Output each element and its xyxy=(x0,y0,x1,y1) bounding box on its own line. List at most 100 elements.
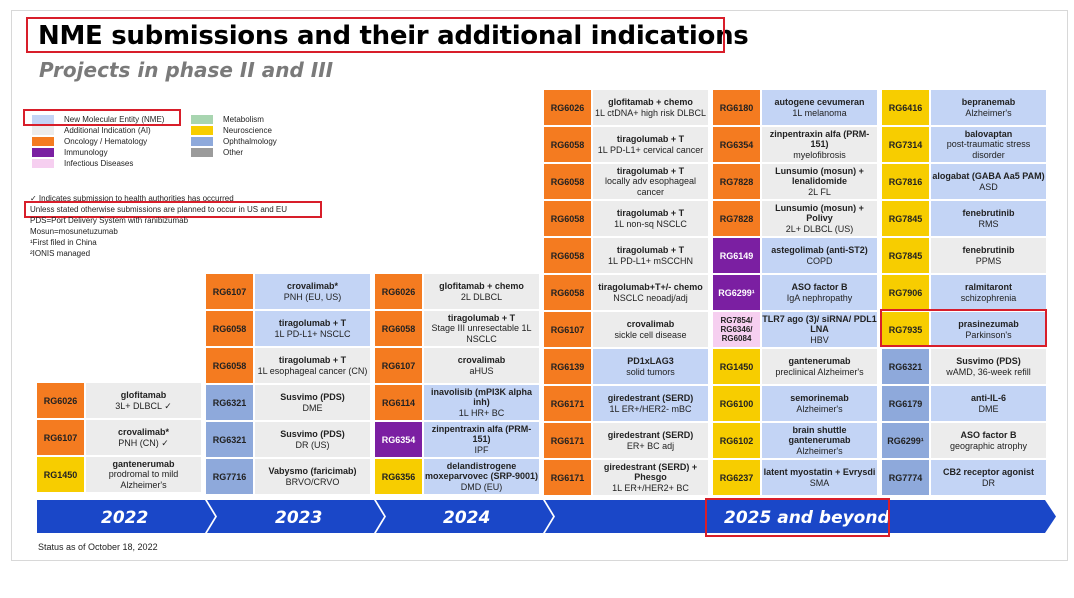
pipeline-entry: RG1450 gantenerumab preclinical Alzheimer'… xyxy=(713,349,877,384)
compound-name: Lunsumio (mosun) + lenalidomide xyxy=(775,165,864,187)
legend-label-ophthalmology: Ophthalmology xyxy=(223,137,277,146)
column-2024: RG6026 glofitamab + chemo 2L DLBCL RG6058 ti… xyxy=(375,274,539,494)
pipeline-entry: RG6026 glofitamab + chemo 1L ctDNA+ high r… xyxy=(544,90,708,125)
compound-name: crovalimab* xyxy=(117,427,170,437)
compound-description: semorinemab Alzheimer's xyxy=(762,386,877,421)
compound-name: glofitamab xyxy=(120,390,167,400)
pipeline-entry: RG6299¹ ASO factor B IgA nephropathy xyxy=(713,275,877,310)
compound-name: inavolisib (mPI3K alpha inh) xyxy=(430,386,533,408)
pipeline-entry: RG6179 anti-IL-6 DME xyxy=(882,386,1046,421)
compound-name: gantenerumab xyxy=(112,458,175,469)
indication-text: aHUS xyxy=(469,365,494,376)
pipeline-entry: RG6356 delandistrogene moxeparvovec (SRP-… xyxy=(375,459,539,494)
compound-code: RG6139 xyxy=(544,349,591,384)
compound-name: zinpentraxin alfa (PRM-151) xyxy=(431,423,532,445)
compound-description: glofitamab + chemo 1L ctDNA+ high risk DL… xyxy=(593,90,708,125)
compound-description: balovaptan post-traumatic stress disorder xyxy=(931,127,1046,162)
note-china: ¹First filed in China xyxy=(30,238,97,247)
pipeline-entry: RG6026 glofitamab + chemo 2L DLBCL xyxy=(375,274,539,309)
compound-name: tiragolumab+T+/- chemo xyxy=(598,282,703,292)
pipeline-entry: RG6180 autogene cevumeran 1L melanoma xyxy=(713,90,877,125)
indication-text: NSCLC neoadj/adj xyxy=(613,292,688,303)
indication-text: PPMS xyxy=(975,255,1002,266)
pipeline-entry: RG6058 tiragolumab+T+/- chemo NSCLC neoadj… xyxy=(544,275,708,310)
indication-text: 1L PD-L1+ mSCCHN xyxy=(608,255,693,266)
year-2025-highlight-box xyxy=(705,498,890,537)
compound-code: RG7816 xyxy=(882,164,929,199)
compound-description: tiragolumab + T 1L PD-L1+ mSCCHN xyxy=(593,238,708,273)
compound-code: RG6321 xyxy=(206,422,253,457)
compound-description: Susvimo (PDS) DR (US) xyxy=(255,422,370,457)
column-2025-oncology: RG6026 glofitamab + chemo 1L ctDNA+ high r… xyxy=(544,90,708,495)
compound-description: prasinezumab Parkinson's xyxy=(931,312,1046,347)
indication-text: Alzheimer's xyxy=(796,445,843,456)
compound-name: Lunsumio (mosun) + Polivy xyxy=(775,202,864,224)
note-unless: Unless stated otherwise submissions are … xyxy=(30,205,288,214)
indication-text: 1L esophageal cancer (CN) xyxy=(257,365,368,376)
compound-description: crovalimab aHUS xyxy=(424,348,539,383)
timeline-arrow-2025 xyxy=(545,500,1056,533)
compound-code: RG6058 xyxy=(544,275,591,310)
compound-name: fenebrutinib xyxy=(962,245,1015,255)
compound-description: bepranemab Alzheimer's xyxy=(931,90,1046,125)
compound-description: latent myostatin + Evrysdi SMA xyxy=(762,460,877,495)
compound-code: RG6107 xyxy=(375,348,422,383)
pipeline-entry: RG1450 gantenerumab prodromal to mild Alzh… xyxy=(37,457,201,492)
indication-text: SMA xyxy=(809,477,830,488)
pipeline-entry: RG6058 tiragolumab + T 1L PD-L1+ mSCCHN xyxy=(544,238,708,273)
pipeline-entry: RG6100 semorinemab Alzheimer's xyxy=(713,386,877,421)
indication-text: Parkinson's xyxy=(965,329,1012,340)
indication-text: HBV xyxy=(810,334,829,345)
page-title: NME submissions and their additional ind… xyxy=(38,21,749,51)
pipeline-entry: RG6354 zinpentraxin alfa (PRM-151) IPF xyxy=(375,422,539,457)
indication-text: Stage III unresectable 1L NSCLC xyxy=(431,323,532,344)
compound-code: RG6171 xyxy=(544,423,591,458)
compound-description: Vabysmo (faricimab) BRVO/CRVO xyxy=(255,459,370,494)
compound-code: RG7828 xyxy=(713,201,760,236)
compound-description: tiragolumab + T 1L non-sq NSCLC xyxy=(593,201,708,236)
pipeline-entry: RG6171 giredestrant (SERD) 1L ER+/HER2- mB… xyxy=(544,386,708,421)
compound-name: brain shuttle gantenerumab xyxy=(788,424,851,446)
pipeline-entry: RG6321 Susvimo (PDS) DR (US) xyxy=(206,422,370,457)
compound-description: gantenerumab prodromal to mild Alzheimer'… xyxy=(86,457,201,492)
note-ionis: ²IONIS managed xyxy=(30,249,91,258)
pipeline-entry: RG6171 giredestrant (SERD) + Phesgo 1L ER+… xyxy=(544,460,708,495)
pipeline-entry: RG7845 fenebrutinib PPMS xyxy=(882,238,1046,273)
compound-name: crovalimab* xyxy=(286,281,339,291)
compound-code: RG6058 xyxy=(544,127,591,162)
pipeline-entry: RG7314 balovaptan post-traumatic stress di… xyxy=(882,127,1046,162)
pipeline-entry: RG6058 tiragolumab + T 1L PD-L1+ cervical … xyxy=(544,127,708,162)
indication-text: solid tumors xyxy=(626,366,675,377)
legend-swatch-other xyxy=(191,148,213,157)
year-2023: 2023 xyxy=(275,508,323,528)
compound-name: zinpentraxin alfa (PRM-151) xyxy=(769,128,870,150)
compound-description: CB2 receptor agonist DR xyxy=(931,460,1046,495)
legend-label-metabolism: Metabolism xyxy=(223,115,264,124)
compound-code: RG6321 xyxy=(206,385,253,420)
indication-text: DMD (EU) xyxy=(460,481,503,492)
indication-text: BRVO/CRVO xyxy=(285,476,340,487)
compound-code: RG6058 xyxy=(544,201,591,236)
compound-code: RG6058 xyxy=(206,348,253,383)
compound-name: tiragolumab + T xyxy=(447,312,516,323)
compound-description: zinpentraxin alfa (PRM-151) myelofibrosis xyxy=(762,127,877,162)
compound-code: RG6354 xyxy=(713,127,760,162)
year-2024: 2024 xyxy=(443,508,491,528)
pipeline-entry: RG7816 alogabat (GABA Aa5 PAM) ASD xyxy=(882,164,1046,199)
pipeline-entry: RG6114 inavolisib (mPI3K alpha inh) 1L HR+… xyxy=(375,385,539,420)
pipeline-entry: RG6171 giredestrant (SERD) ER+ BC adj xyxy=(544,423,708,458)
pipeline-entry: RG6139 PD1xLAG3 solid tumors xyxy=(544,349,708,384)
compound-code: RG6026 xyxy=(544,90,591,125)
pipeline-entry: RG7935 prasinezumab Parkinson's xyxy=(882,312,1046,347)
indication-text: 1L ER+/HER2- mBC xyxy=(609,403,692,414)
legend-label-oncology: Oncology / Hematology xyxy=(64,137,148,146)
legend-label-immunology: Immunology xyxy=(64,148,108,157)
compound-code: RG7828 xyxy=(713,164,760,199)
indication-text: DR (US) xyxy=(295,439,330,450)
note-unless-highlight-box xyxy=(24,201,322,218)
pipeline-entry: RG7854/ RG6346/ RG6084 TLR7 ago (3)/ siRN… xyxy=(713,312,877,347)
indication-text: IgA nephropathy xyxy=(786,292,853,303)
pipeline-entry: RG6149 astegolimab (anti-ST2) COPD xyxy=(713,238,877,273)
legend-nme-highlight-box xyxy=(23,109,181,126)
